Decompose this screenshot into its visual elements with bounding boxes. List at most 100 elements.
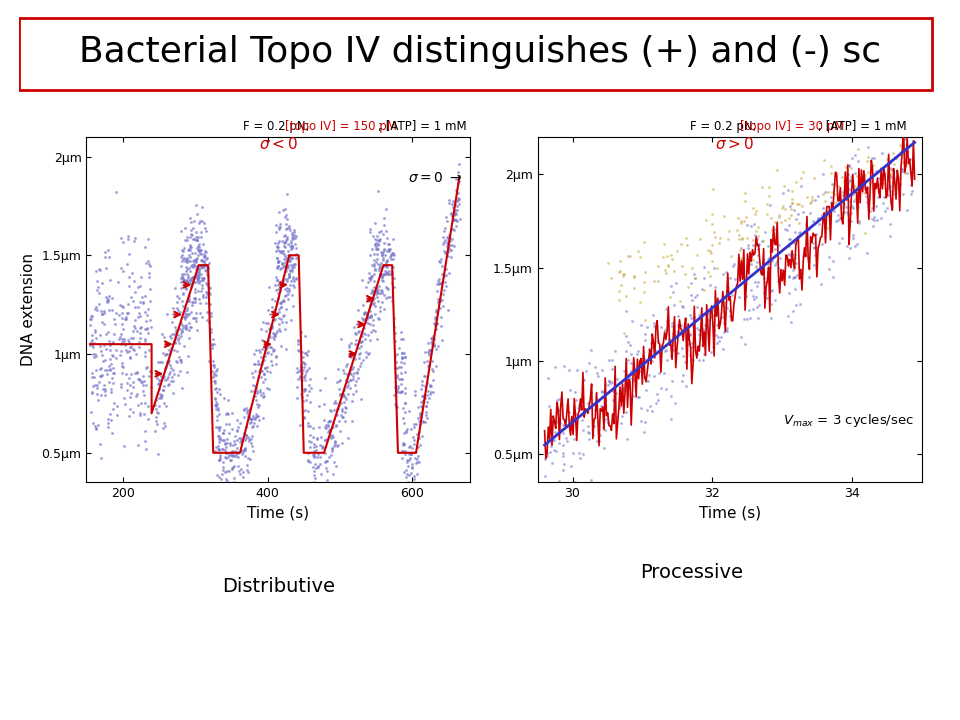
Point [93, 452, 108, 464]
Point [612, 265, 628, 276]
Point [591, 436, 607, 447]
Point [97, 390, 112, 401]
Point [84, 336, 99, 348]
Point [85, 348, 101, 360]
Point [271, 283, 286, 294]
Point [409, 456, 424, 468]
Point [97, 252, 112, 264]
Point [827, 188, 842, 199]
Point [750, 230, 765, 242]
Point [204, 339, 220, 351]
Point [273, 302, 288, 313]
Point [374, 287, 390, 299]
Point [174, 276, 189, 287]
Point [689, 323, 705, 334]
Point [179, 276, 194, 287]
Point [726, 261, 741, 272]
Point [388, 399, 403, 410]
Point [105, 404, 120, 415]
Point [737, 196, 753, 207]
Point [877, 205, 893, 217]
Point [219, 452, 234, 464]
Point [211, 454, 227, 466]
Text: Processive: Processive [639, 563, 743, 582]
Point [285, 258, 300, 270]
Point [298, 374, 313, 386]
Point [780, 253, 796, 265]
Point [207, 375, 223, 387]
Point [345, 395, 360, 407]
Point [600, 417, 615, 428]
Point [836, 175, 852, 186]
Point [394, 356, 409, 368]
Point [97, 384, 112, 396]
Point [833, 202, 849, 213]
Point [166, 344, 181, 356]
Point [173, 323, 188, 335]
Point [134, 376, 150, 387]
Point [806, 173, 822, 184]
Text: F = 0.2 pN;: F = 0.2 pN; [689, 120, 760, 133]
Point [174, 272, 189, 284]
Point [352, 336, 368, 348]
Point [900, 204, 915, 216]
Point [596, 387, 612, 398]
Point [594, 365, 610, 377]
Point [254, 377, 270, 388]
Point [184, 299, 200, 310]
Point [333, 389, 348, 400]
Point [174, 251, 189, 263]
Point [582, 428, 597, 439]
Point [412, 410, 427, 422]
Point [551, 393, 566, 405]
Point [717, 326, 732, 338]
Point [747, 229, 762, 240]
Point [386, 248, 401, 259]
Point [207, 392, 223, 404]
Point [786, 271, 802, 283]
Point [204, 323, 219, 334]
Point [273, 297, 288, 309]
Point [226, 439, 241, 451]
Point [835, 186, 851, 198]
Point [135, 371, 151, 382]
Point [842, 252, 857, 264]
Point [359, 351, 374, 362]
Point [271, 238, 286, 249]
Point [321, 425, 336, 436]
Point [372, 268, 388, 279]
Point [175, 244, 190, 256]
Point [128, 348, 143, 359]
Point [743, 258, 758, 270]
Point [219, 476, 234, 487]
Point [148, 395, 163, 406]
Point [156, 371, 172, 382]
Point [370, 287, 385, 298]
Point [133, 397, 149, 409]
Point [276, 245, 291, 256]
Point [174, 270, 189, 282]
Point [219, 441, 234, 453]
Text: $\sigma > 0$: $\sigma > 0$ [715, 136, 754, 152]
Point [116, 441, 132, 452]
Point [658, 324, 673, 336]
Point [717, 297, 732, 309]
Point [367, 263, 382, 274]
Point [620, 336, 636, 348]
Point [155, 372, 170, 383]
Point [193, 268, 208, 279]
Point [802, 271, 817, 282]
Point [780, 248, 796, 259]
Point [367, 268, 382, 279]
Point [543, 440, 559, 451]
Point [345, 373, 360, 384]
Point [253, 323, 269, 335]
Point [88, 423, 104, 434]
Point [130, 367, 145, 379]
Point [630, 345, 645, 356]
Point [375, 253, 391, 265]
Point [399, 468, 415, 480]
Point [179, 302, 194, 314]
Point [331, 415, 347, 426]
Point [627, 271, 642, 283]
